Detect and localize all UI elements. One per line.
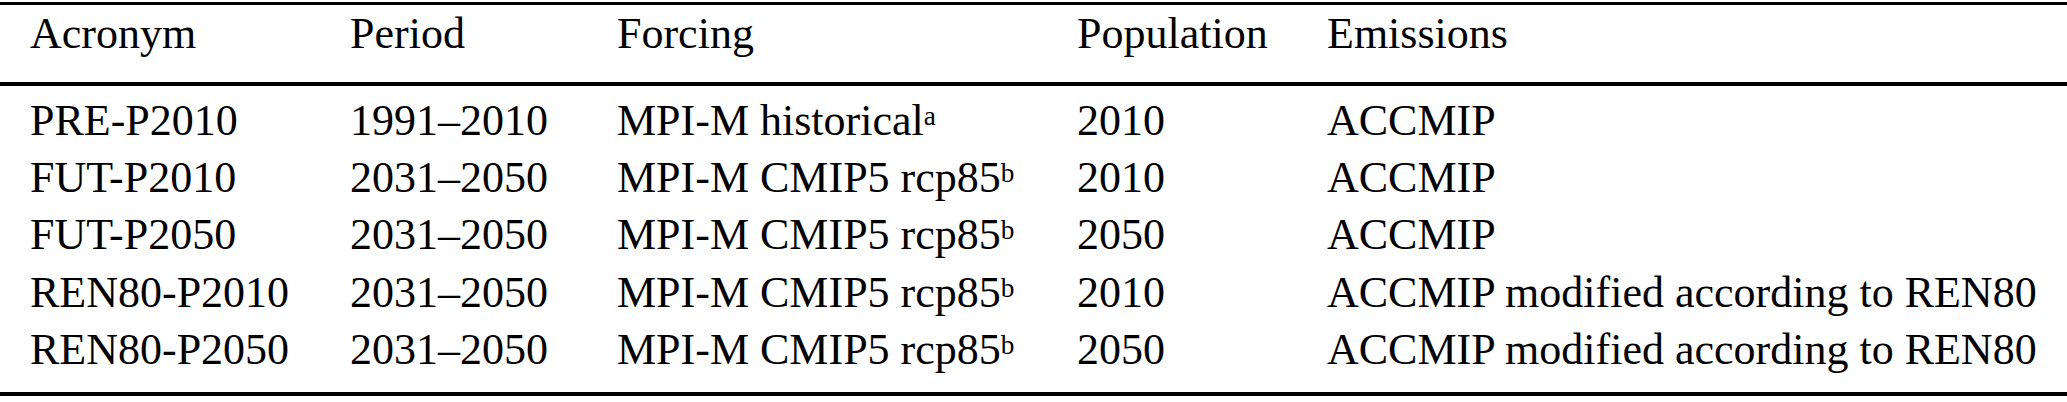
cell-forcing: MPI-M CMIP5 rcp85b bbox=[617, 213, 1077, 257]
cell-period: 2031–2050 bbox=[350, 213, 617, 257]
cell-acronym: FUT-P2010 bbox=[30, 156, 350, 200]
cell-acronym: PRE-P2010 bbox=[30, 99, 350, 143]
cell-population: 2010 bbox=[1077, 156, 1327, 200]
footnote-marker: b bbox=[1001, 273, 1015, 303]
cell-population: 2050 bbox=[1077, 213, 1327, 257]
cell-forcing: MPI-M historicala bbox=[617, 99, 1077, 143]
cell-forcing-text: MPI-M historical bbox=[617, 96, 924, 145]
cell-emissions: ACCMIP bbox=[1327, 99, 2067, 143]
cell-period: 1991–2010 bbox=[350, 99, 617, 143]
cell-population: 2050 bbox=[1077, 328, 1327, 372]
cell-population: 2010 bbox=[1077, 271, 1327, 315]
cell-acronym: REN80-P2050 bbox=[30, 328, 350, 372]
table-row: FUT-P2050 2031–2050 MPI-M CMIP5 rcp85b 2… bbox=[0, 213, 2067, 257]
table-row: PRE-P2010 1991–2010 MPI-M historicala 20… bbox=[0, 99, 2067, 143]
cell-forcing: MPI-M CMIP5 rcp85b bbox=[617, 271, 1077, 315]
column-header-population: Population bbox=[1077, 12, 1327, 56]
cell-forcing-text: MPI-M CMIP5 rcp85 bbox=[617, 153, 1001, 202]
table-row: FUT-P2010 2031–2050 MPI-M CMIP5 rcp85b 2… bbox=[0, 156, 2067, 200]
cell-acronym: FUT-P2050 bbox=[30, 213, 350, 257]
table-row: REN80-P2050 2031–2050 MPI-M CMIP5 rcp85b… bbox=[0, 328, 2067, 372]
cell-emissions: ACCMIP modified according to REN80 bbox=[1327, 271, 2067, 315]
scenario-definitions-table: Acronym Period Forcing Population Emissi… bbox=[0, 0, 2067, 402]
cell-forcing: MPI-M CMIP5 rcp85b bbox=[617, 156, 1077, 200]
cell-emissions: ACCMIP bbox=[1327, 156, 2067, 200]
cell-period: 2031–2050 bbox=[350, 271, 617, 315]
table-top-rule bbox=[0, 2, 2067, 5]
cell-forcing-text: MPI-M CMIP5 rcp85 bbox=[617, 325, 1001, 374]
cell-emissions: ACCMIP bbox=[1327, 213, 2067, 257]
table-header-row: Acronym Period Forcing Population Emissi… bbox=[0, 12, 2067, 56]
footnote-marker: b bbox=[1001, 215, 1015, 245]
column-header-period: Period bbox=[350, 12, 617, 56]
table-bottom-rule bbox=[0, 392, 2067, 396]
column-header-forcing: Forcing bbox=[617, 12, 1077, 56]
footnote-marker: b bbox=[1001, 158, 1015, 188]
column-header-emissions: Emissions bbox=[1327, 12, 2067, 56]
cell-forcing: MPI-M CMIP5 rcp85b bbox=[617, 328, 1077, 372]
table-row: REN80-P2010 2031–2050 MPI-M CMIP5 rcp85b… bbox=[0, 271, 2067, 315]
table-header-rule bbox=[0, 82, 2067, 86]
cell-emissions: ACCMIP modified according to REN80 bbox=[1327, 328, 2067, 372]
column-header-acronym: Acronym bbox=[30, 12, 350, 56]
cell-population: 2010 bbox=[1077, 99, 1327, 143]
footnote-marker: a bbox=[924, 101, 936, 131]
cell-forcing-text: MPI-M CMIP5 rcp85 bbox=[617, 268, 1001, 317]
cell-period: 2031–2050 bbox=[350, 156, 617, 200]
cell-period: 2031–2050 bbox=[350, 328, 617, 372]
cell-acronym: REN80-P2010 bbox=[30, 271, 350, 315]
footnote-marker: b bbox=[1001, 330, 1015, 360]
cell-forcing-text: MPI-M CMIP5 rcp85 bbox=[617, 210, 1001, 259]
